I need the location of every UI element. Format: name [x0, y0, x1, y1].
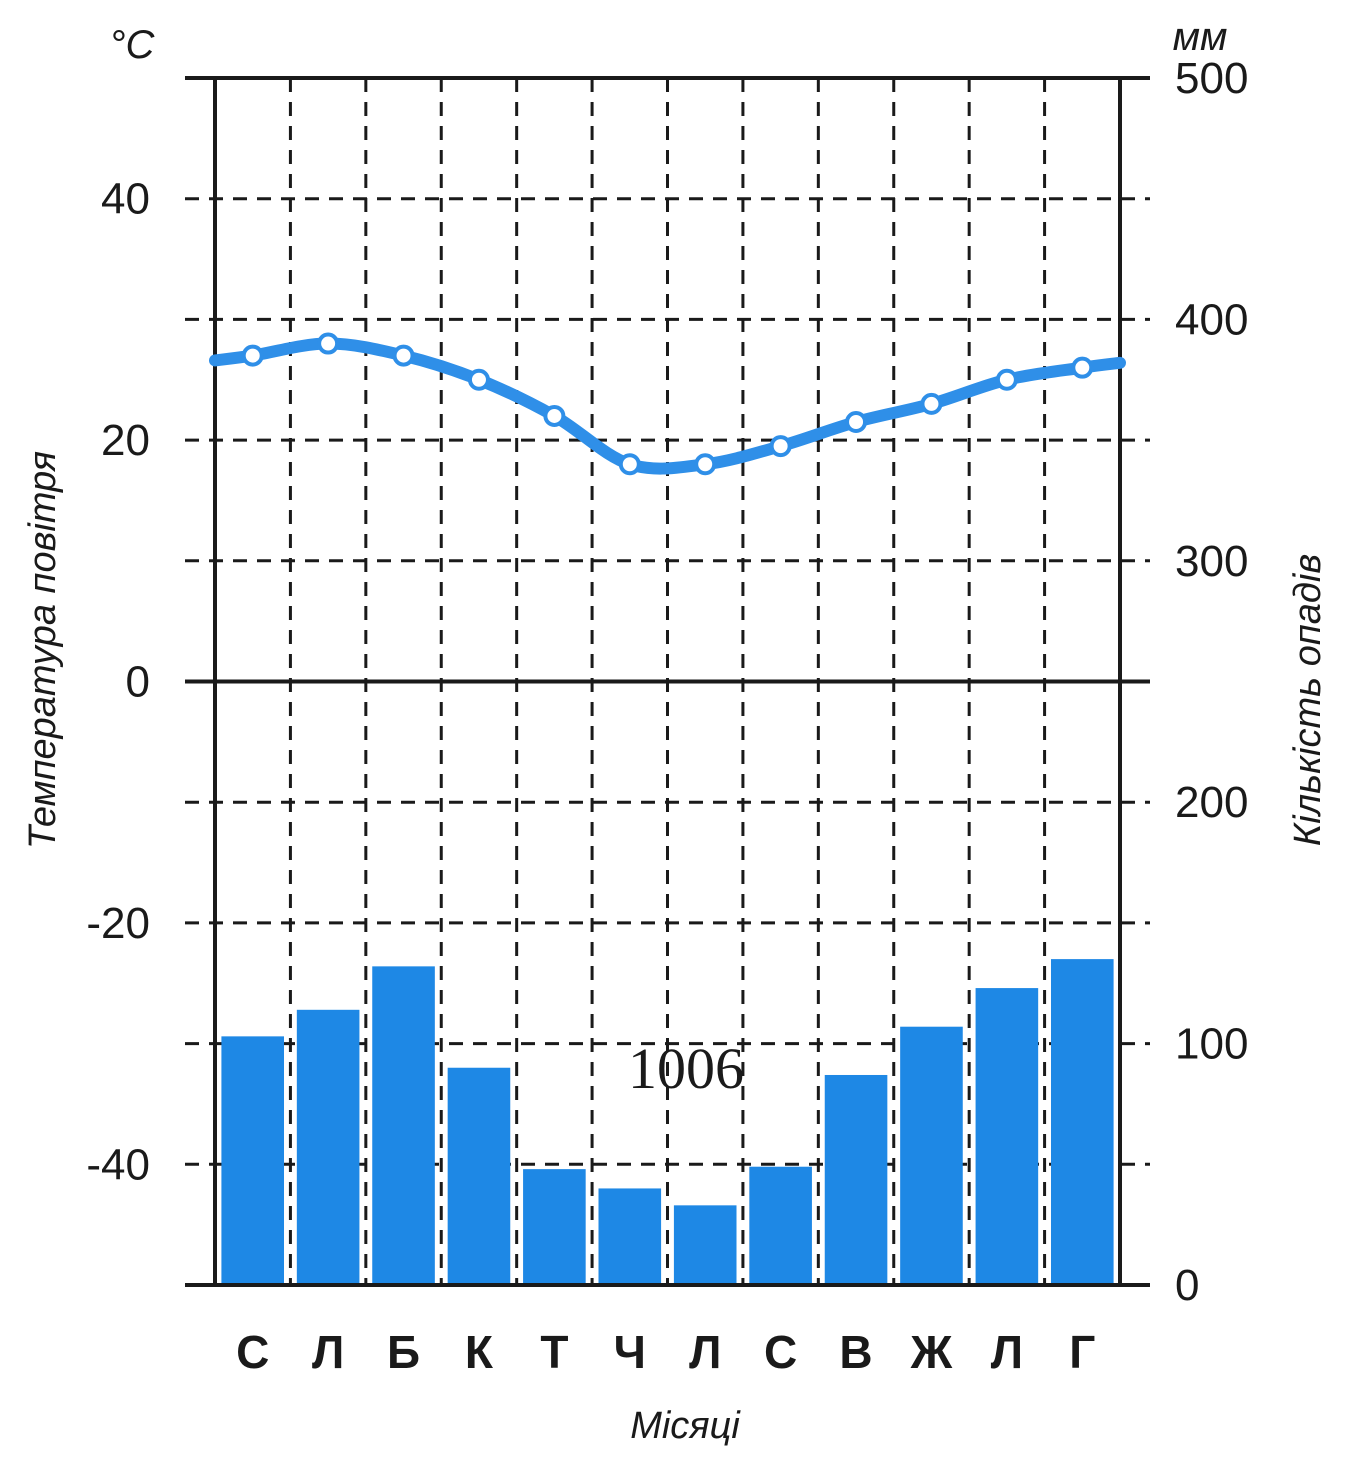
precip-bar [749, 1166, 812, 1285]
temperature-point [769, 435, 792, 458]
precipitation-bars [221, 959, 1114, 1285]
month-label: Б [387, 1326, 420, 1378]
right-tick-label: 100 [1175, 1020, 1248, 1069]
precip-bar [1050, 959, 1114, 1285]
month-label: С [236, 1326, 269, 1378]
right-tick-label: 400 [1175, 295, 1248, 344]
right-axis-title: Кількість опадів [1287, 554, 1329, 846]
month-label: С [764, 1326, 797, 1378]
month-label: Ж [910, 1326, 953, 1378]
left-tick-label: -20 [86, 899, 150, 948]
precip-bar [372, 966, 435, 1285]
right-tick-label: 200 [1175, 778, 1248, 827]
month-label: К [465, 1326, 494, 1378]
temperature-point [618, 453, 641, 476]
precip-bar [296, 1009, 360, 1285]
month-label: Г [1069, 1326, 1095, 1378]
month-label: Л [689, 1326, 721, 1378]
temperature-point [467, 368, 490, 391]
left-tick-label: -40 [86, 1140, 150, 1189]
temperature-point [845, 410, 868, 433]
plot-frame [185, 76, 1150, 1287]
temperature-line [209, 332, 1126, 476]
left-tick-label: 0 [126, 658, 150, 707]
precip-bar [221, 1036, 285, 1285]
right-tick-label: 500 [1175, 54, 1248, 103]
x-axis-title: Місяці [630, 1405, 741, 1447]
right-axis-unit: мм [1173, 15, 1228, 59]
precip-bar [598, 1188, 662, 1285]
left-axis-title: Температура повітря [22, 451, 64, 849]
month-label: Т [540, 1326, 568, 1378]
temperature-point [920, 392, 943, 415]
left-tick-label: 20 [101, 416, 150, 465]
month-label: Л [312, 1326, 344, 1378]
precip-bar [975, 988, 1039, 1285]
month-label: Л [991, 1326, 1023, 1378]
left-axis-unit: °С [110, 23, 156, 67]
temperature-point [543, 404, 566, 427]
right-tick-label: 0 [1175, 1261, 1199, 1310]
temperature-curve [209, 337, 1126, 475]
temperature-point [995, 368, 1018, 391]
precip-bar [824, 1074, 888, 1285]
month-label: Ч [614, 1326, 646, 1378]
precip-bar [523, 1169, 586, 1285]
precip-bar [447, 1067, 511, 1285]
left-tick-label: 40 [101, 175, 150, 224]
annual-total-annotation: 1006 [628, 1036, 744, 1101]
precip-bar [673, 1205, 737, 1285]
temperature-point [1071, 356, 1094, 379]
temperature-point [317, 332, 340, 355]
month-label: В [839, 1326, 872, 1378]
precip-bar [900, 1026, 963, 1285]
temperature-point [241, 344, 264, 367]
right-tick-label: 300 [1175, 537, 1248, 586]
temperature-point [392, 344, 415, 367]
temperature-point [694, 453, 717, 476]
